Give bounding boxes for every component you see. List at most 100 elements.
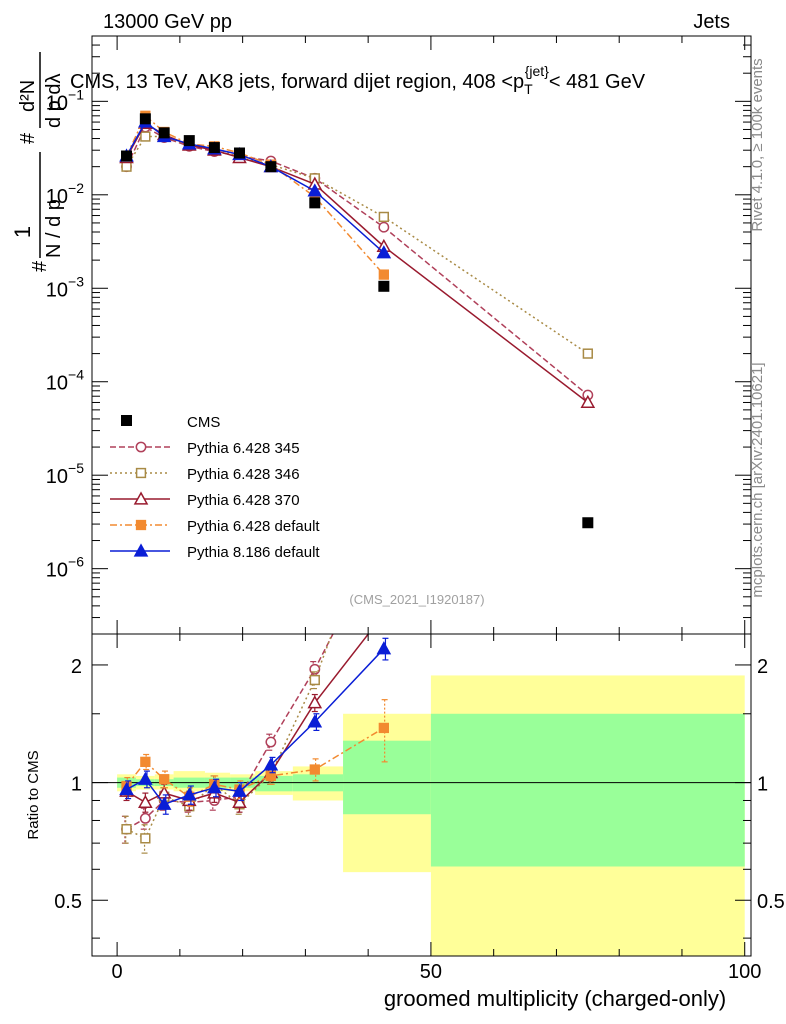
mcplots-label: mcplots.cern.ch [arXiv:2401.10621] [749,362,766,597]
ratio-tick-label-left: 0.5 [54,891,82,913]
y-tick-label: 10−4 [46,367,84,395]
ratio-point [307,695,323,709]
ratio-point [379,489,388,498]
legend-marker [133,491,149,505]
header-left: 13000 GeV pp [103,11,232,33]
legend-marker-data [121,415,132,426]
ratio-point [309,663,321,675]
ratio-tick-label-right: 1 [757,774,768,796]
y-axis-label: # 1 N / d p # d²N d p dλ [10,52,65,272]
data-point [309,197,321,209]
series-point [582,348,593,359]
ratio-tick-label-right: 2 [757,656,768,678]
ratio-point [119,781,134,796]
stat-uncertainty-band [430,713,745,867]
stat-uncertainty-band [343,740,431,815]
ratio-point [582,277,594,288]
data-point [208,142,220,154]
ratio-point [138,794,153,808]
legend-label: Pythia 6.428 346 [187,466,300,483]
ratio-point [379,530,388,539]
series-point [378,221,390,233]
series-line [125,135,589,355]
ratio-series-group [119,277,594,854]
x-tick-label: 0 [112,961,123,983]
svg-text:d²N: d²N [17,80,39,112]
ratio-point [232,783,247,797]
ratio-point [159,774,170,785]
y-tick-label: 10−5 [46,460,84,488]
series-line [125,122,589,404]
ratio-plot-frame [91,633,752,957]
ratio-point [181,787,197,801]
ratio-series-line [126,634,370,804]
y-tick-label: 10−2 [46,180,84,208]
legend-marker [133,543,149,557]
series-point [121,161,132,172]
y-tick-label: 10−6 [46,554,84,582]
legend-marker [135,441,147,453]
ratio-point [207,780,222,794]
ratio-point [378,722,389,734]
data-point [265,161,277,173]
legend-label: Pythia 8.186 default [187,544,320,561]
ratio-point [156,796,172,810]
legend-marker [135,519,147,531]
ratio-point [378,608,390,619]
legend-label: Pythia 6.428 370 [187,492,300,509]
chart-title: CMS, 13 TeV, AK8 jets, forward dijet reg… [70,63,646,97]
series-point [580,394,596,409]
main-series-group [119,110,596,529]
data-point [139,113,151,125]
data-point [582,517,594,529]
ratio-point [265,736,277,748]
ratio-point [139,812,151,824]
ratio-point [265,770,277,782]
ratio-point [263,757,279,771]
data-point [183,135,195,147]
ratio-y-axis-label: Ratio to CMS [25,750,42,839]
ratio-point [376,641,392,655]
analysis-watermark: (CMS_2021_I1920187) [349,592,484,607]
x-axis-label: groomed multiplicity (charged-only) [384,986,726,1011]
ratio-point [138,771,153,785]
ratio-tick-label-right: 0.5 [757,891,785,913]
header-right: Jets [693,11,730,33]
ratio-series-line [126,634,334,830]
legend-label: Pythia 6.428 345 [187,440,300,457]
y-tick-label: 10−1 [46,86,84,114]
data-point [158,127,170,139]
data-point [233,147,245,159]
legend-label: CMS [187,414,220,431]
svg-text:#: # [17,132,39,144]
x-tick-label: 50 [420,961,442,983]
ratio-tick-label-left: 1 [71,774,82,796]
series-line [125,126,589,396]
series-point [378,269,389,280]
stat-uncertainty-band [255,775,293,792]
svg-text:N / d p: N / d p [43,199,65,258]
ratio-point [140,756,151,768]
series-point [376,245,392,259]
ratio-tick-label-left: 2 [71,656,82,678]
svg-text:1: 1 [10,226,35,238]
x-tick-label: 100 [728,961,761,983]
y-tick-label: 10−3 [46,273,84,301]
ratio-point [307,714,323,728]
ratio-point [121,824,132,835]
legend: CMS Pythia 6.428 345 Pythia 6.428 346 Pythi… [110,414,320,561]
series-point [378,211,389,223]
data-point [121,150,133,162]
svg-text:#: # [29,260,51,272]
legend-label: Pythia 6.428 default [187,518,320,535]
axes [91,35,752,957]
ratio-point [232,794,247,808]
rivet-label: Rivet 4.1.0, ≥ 100k events [749,58,766,231]
ratio-point [309,674,320,686]
data-point [378,280,390,292]
legend-marker [135,467,147,479]
ticks-group: 0 50 100 10−6 10−5 10−4 10−3 10−2 10−1 0.5 0.5 1 1 2 2 [46,35,785,983]
ratio-point [140,833,151,844]
svg-text:d p dλ: d p dλ [43,74,65,128]
